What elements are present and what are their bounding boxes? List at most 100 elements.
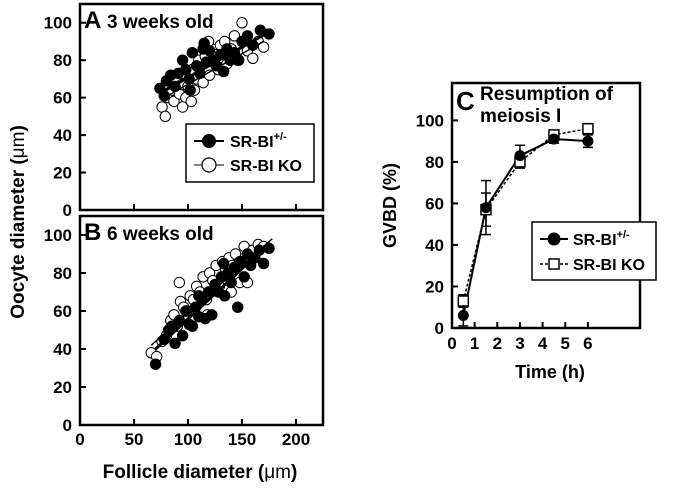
legend-superscript: +/- (617, 229, 630, 241)
legend-superscript: +/- (274, 131, 287, 143)
y-label-unit: μm (8, 132, 29, 159)
het-point (231, 301, 244, 313)
panel-title: 6 weeks old (107, 224, 214, 245)
x-tick-label: 0 (447, 334, 456, 353)
het-fit-line (154, 241, 272, 351)
ko-point (457, 295, 470, 307)
x-tick-label: 3 (515, 334, 524, 353)
x-axis-label: Time (h) (515, 362, 585, 382)
x-tick-label: 100 (174, 430, 202, 449)
panel-title: 3 weeks old (107, 12, 214, 33)
x-label-suffix: ) (291, 462, 297, 483)
legend-box (531, 221, 657, 281)
legend-label-het: SR-BI+/- (573, 229, 630, 249)
het-point (241, 30, 254, 42)
legend-name: SR-BI (230, 134, 274, 151)
het-point (198, 37, 210, 50)
het-point (149, 358, 162, 370)
y-tick-label: 20 (53, 378, 72, 397)
y-tick-label: 0 (435, 319, 444, 338)
het-point (180, 63, 192, 76)
panel-b: 0 20 40 60 80 100 0 50 100 150 200 B 6 weeks old (44, 214, 325, 449)
het-point (206, 309, 218, 321)
x-label-prefix: Follicle diameter ( (103, 462, 265, 483)
panel-title-line-1: Resumption of (480, 84, 614, 105)
panel-letter: C (456, 86, 475, 116)
panel-title-line-2: meiosis I (480, 106, 561, 127)
ko-point (247, 52, 259, 65)
y-tick-label: 0 (63, 416, 72, 435)
x-tick-label: 4 (538, 334, 548, 353)
x-tick-label: 2 (493, 334, 502, 353)
panel-letter: B (84, 219, 101, 246)
legend-marker-het (202, 134, 216, 148)
y-tick-label: 100 (44, 226, 72, 245)
het-point (257, 257, 270, 270)
legend-name: SR-BI (573, 232, 617, 249)
x-tick-label: 6 (583, 334, 592, 353)
y-tick-label: 0 (63, 201, 72, 220)
legend-marker-ko (201, 157, 217, 173)
y-tick-label: 40 (53, 340, 72, 359)
y-tick-label: 20 (53, 164, 72, 183)
het-point (186, 46, 199, 59)
y-tick-label: 60 (425, 194, 444, 213)
x-tick-label: 0 (75, 430, 84, 449)
het-point (176, 330, 189, 342)
het-point (233, 54, 245, 66)
y-axis-label: GVBD (%) (380, 163, 400, 248)
legend-label-ko: SR-BI KO (573, 257, 645, 274)
ko-point (228, 30, 241, 42)
plot-frame (78, 2, 325, 212)
het-point (176, 54, 189, 66)
legend-marker-ko (548, 258, 560, 270)
legend-marker-het (547, 232, 561, 246)
y-tick-label: 80 (425, 153, 444, 172)
y-tick-label: 40 (53, 126, 72, 145)
legend-label-het: SR-BI+/- (230, 131, 287, 151)
y-tick-label: 80 (53, 264, 72, 283)
panel-letter: A (84, 7, 101, 34)
y-tick-label: 100 (416, 111, 444, 130)
panel-a: 0 20 40 60 80 100 A 3 weeks old SR-BI+/- SR-BI KO (44, 2, 325, 220)
ko-point (185, 95, 197, 108)
y-tick-label: 60 (53, 302, 72, 321)
het-point (184, 84, 196, 96)
x-tick-label: 1 (470, 334, 479, 353)
ko-point (236, 17, 248, 29)
het-point (217, 257, 230, 270)
ko-point (582, 122, 594, 135)
het-point (217, 65, 230, 78)
y-tick-label: 40 (425, 236, 444, 255)
het-point (169, 337, 181, 349)
x-axis-label-follicle: Follicle diameter (μm) (103, 462, 298, 483)
y-tick-label: 60 (53, 89, 72, 108)
x-tick-label: 150 (228, 430, 256, 449)
plot-frame (78, 214, 325, 427)
ko-fit-line (160, 40, 264, 101)
ko-point (156, 101, 168, 113)
het-point (219, 290, 231, 302)
y-axis-label-oocyte: Oocyte diameter (μm) (8, 125, 29, 319)
x-label-unit: μm (264, 462, 291, 483)
het-point (457, 310, 469, 322)
het-point (238, 271, 250, 283)
y-label-prefix: Oocyte diameter ( (8, 158, 29, 319)
ko-point (173, 276, 186, 289)
x-tick-label: 200 (282, 430, 310, 449)
ko-point (176, 101, 189, 113)
het-point (186, 320, 199, 332)
plot-frame (450, 81, 642, 330)
het-point (514, 150, 526, 162)
y-label-suffix: ) (8, 125, 29, 131)
y-tick-label: 100 (44, 14, 72, 33)
ko-point (159, 110, 172, 123)
y-tick-label: 80 (53, 51, 72, 70)
het-point (193, 290, 205, 302)
x-tick-label: 5 (561, 334, 570, 353)
ko-fit-line (150, 238, 273, 346)
het-fit-line (158, 28, 273, 96)
y-tick-label: 20 (425, 277, 444, 296)
